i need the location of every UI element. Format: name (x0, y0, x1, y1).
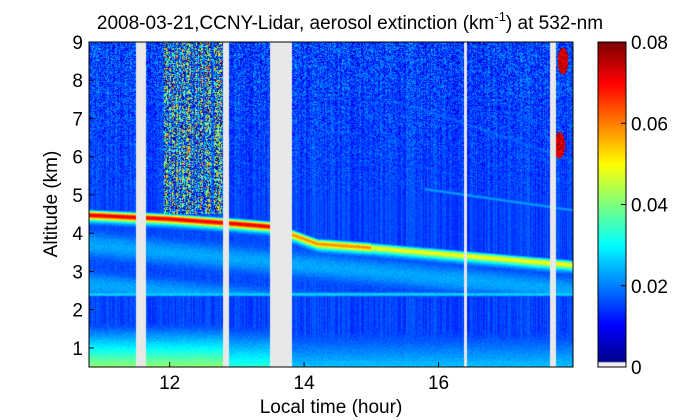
colorbar-tick-label: 0 (631, 358, 642, 379)
extinction-heatmap (89, 42, 573, 367)
y-tick-label: 7 (72, 109, 83, 130)
chart-title-superscript: -1 (494, 9, 506, 24)
colorbar-tick-label: 0.04 (631, 196, 668, 217)
chart-title-suffix: ) at 532-nm (506, 13, 603, 34)
x-axis: 12 14 16 (159, 362, 449, 394)
plot-frame (88, 41, 574, 368)
x-tick-label: 12 (159, 373, 180, 394)
chart-title: 2008-03-21,CCNY-Lidar, aerosol extinctio… (97, 9, 603, 34)
y-tick-label: 2 (72, 301, 83, 322)
y-tick-label: 9 (72, 33, 83, 54)
y-axis: 1 2 3 4 5 6 7 8 9 (72, 33, 94, 360)
y-tick-label: 3 (72, 262, 83, 283)
x-tick-label: 14 (294, 373, 316, 394)
plot-area (88, 41, 574, 368)
y-tick-label: 6 (72, 148, 83, 169)
colorbar: 0 0.02 0.04 0.06 0.08 (597, 33, 668, 379)
y-tick-label: 1 (72, 339, 83, 360)
x-tick-label: 16 (428, 373, 449, 394)
colorbar-ticks: 0 0.02 0.04 0.06 0.08 (621, 33, 668, 379)
colorbar-tick-label: 0.02 (631, 277, 668, 298)
y-tick-label: 8 (72, 71, 83, 92)
x-axis-label: Local time (hour) (260, 397, 403, 418)
colorbar-tick-label: 0.08 (631, 33, 668, 54)
y-axis-label: Altitude (km) (41, 151, 62, 258)
y-tick-label: 4 (72, 224, 83, 245)
y-tick-label: 5 (72, 186, 83, 207)
colorbar-tick-label: 0.06 (631, 114, 668, 135)
chart-title-prefix: 2008-03-21,CCNY-Lidar, aerosol extinctio… (97, 13, 494, 34)
